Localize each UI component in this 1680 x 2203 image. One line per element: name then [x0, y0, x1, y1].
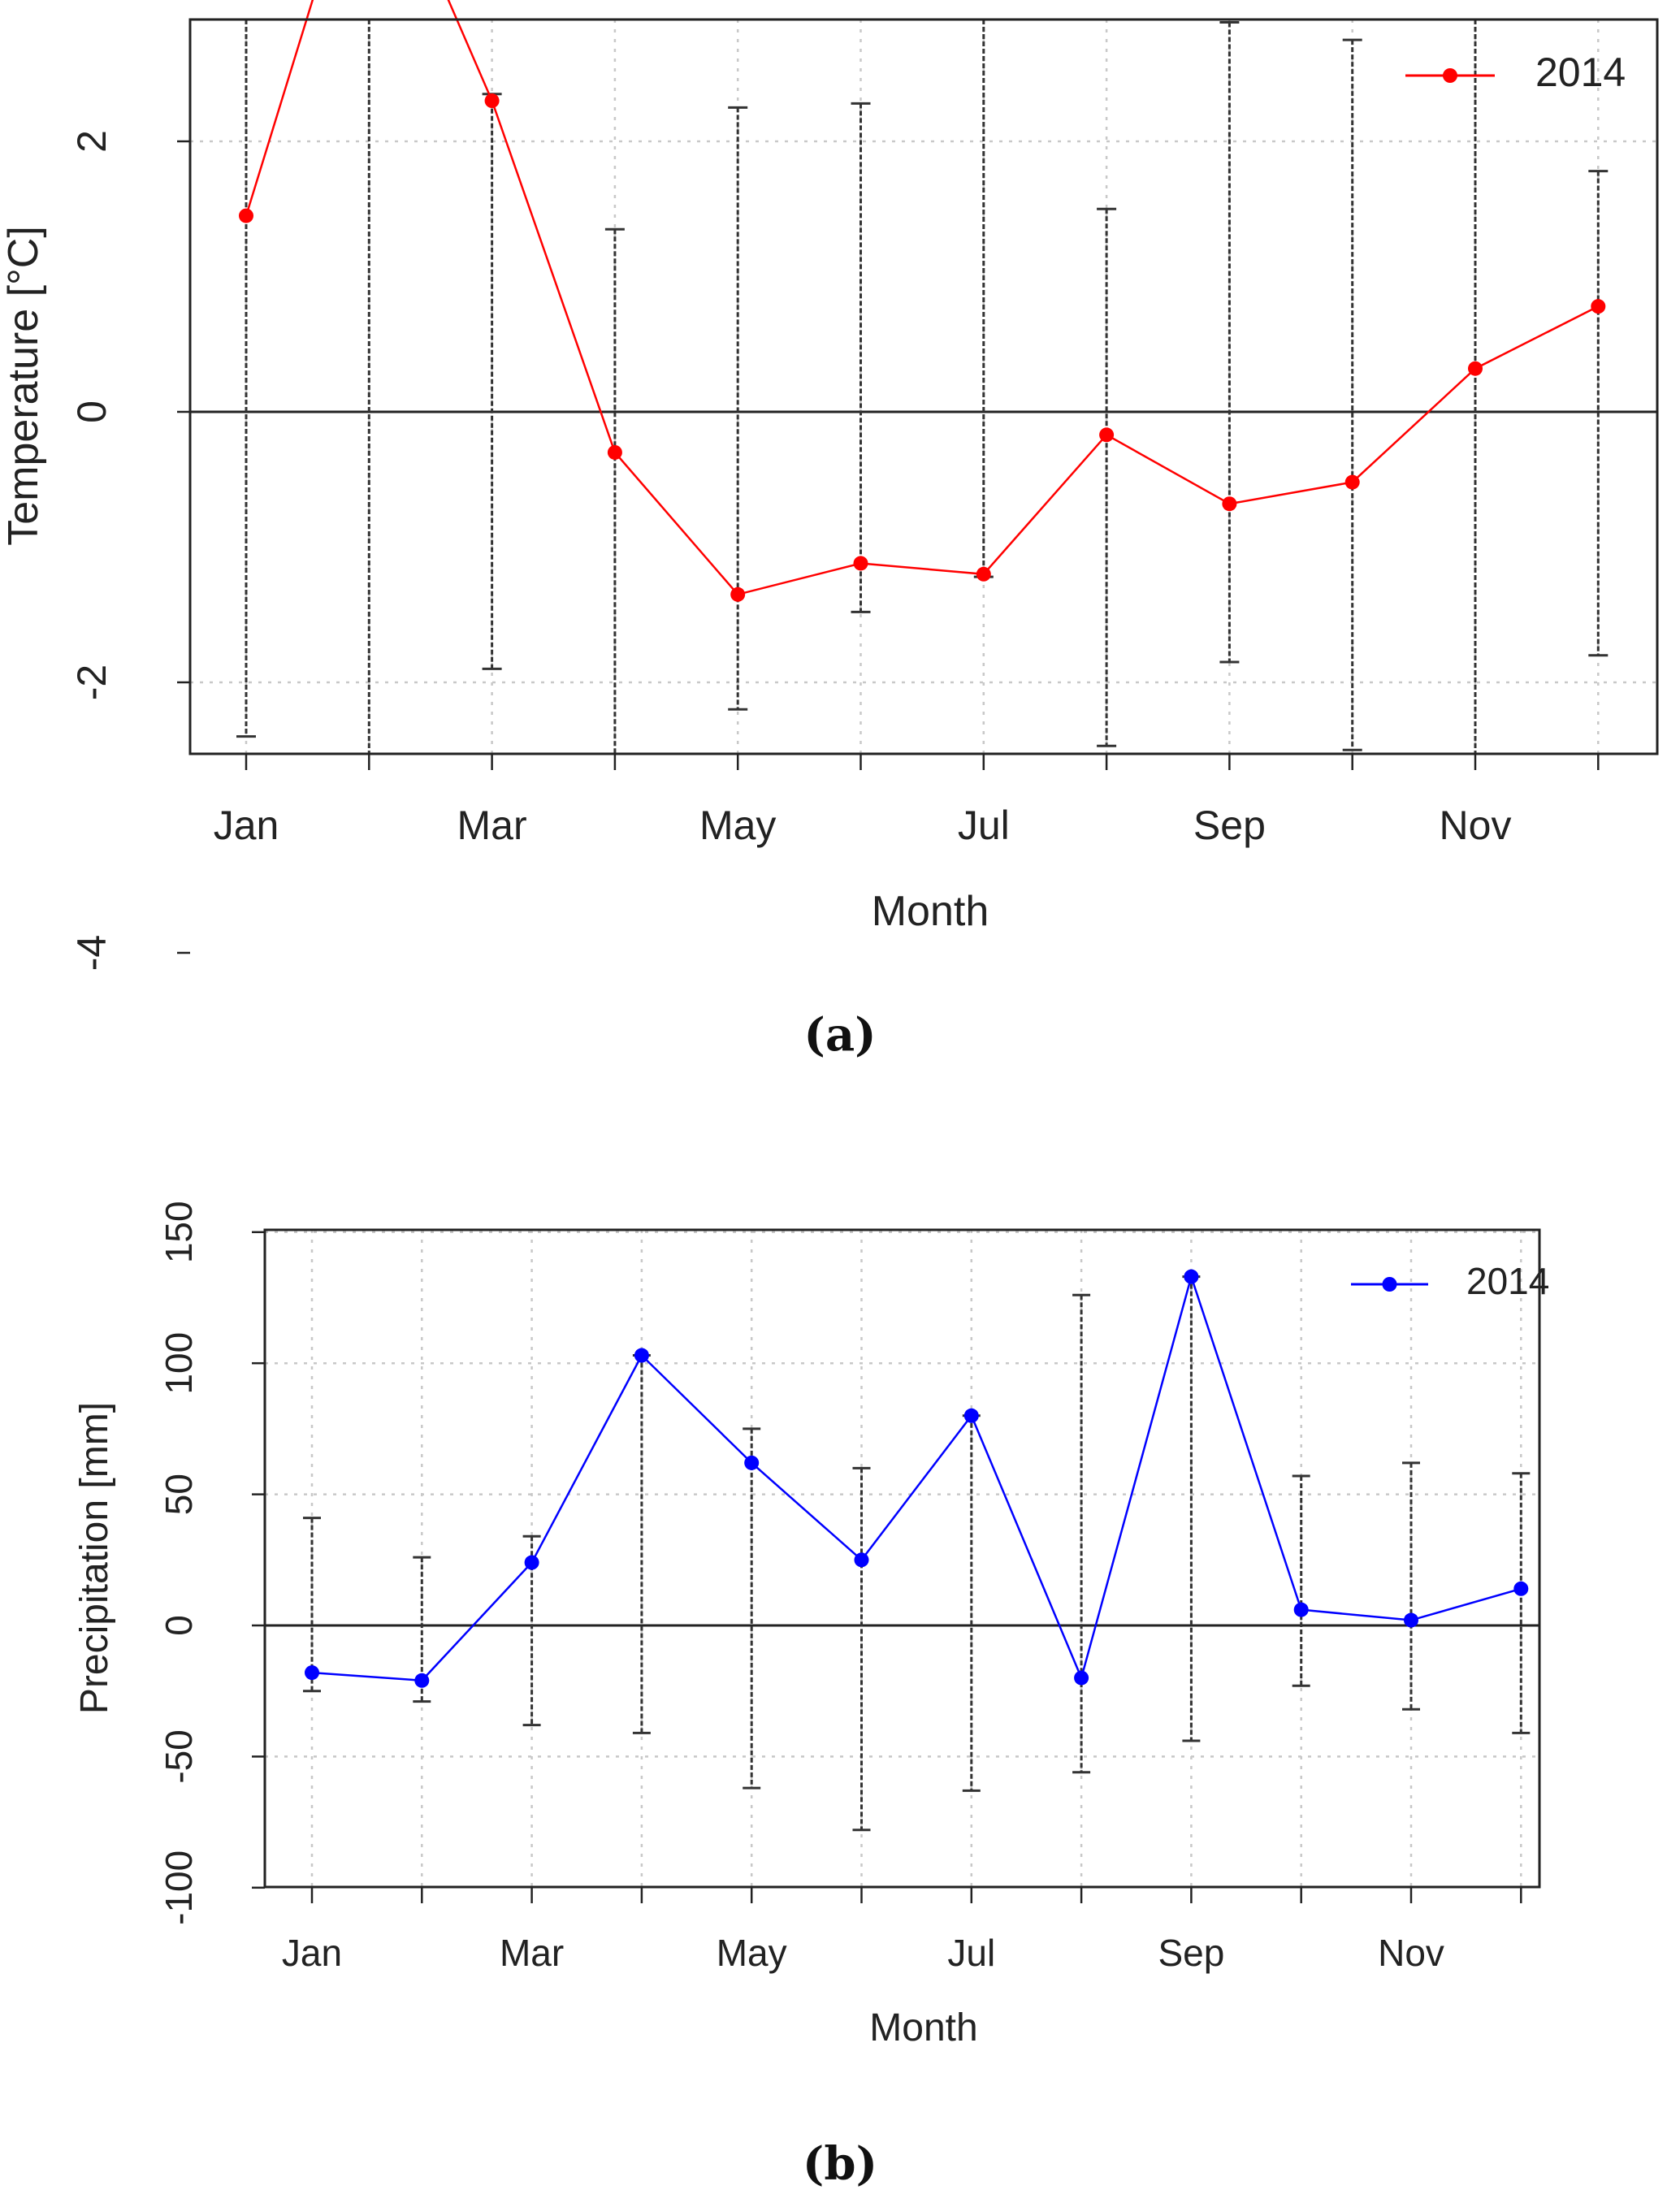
data-point	[853, 556, 868, 571]
x-tick-label: May	[699, 803, 776, 848]
data-point	[607, 444, 622, 460]
data-point	[976, 566, 991, 582]
y-axis-title: Precipitation [mm]	[73, 1402, 116, 1714]
y-tick-label: 50	[158, 1474, 200, 1515]
y-tick-label: -100	[158, 1850, 200, 1925]
data-point	[1293, 1602, 1309, 1617]
x-tick-label: Jul	[958, 803, 1010, 848]
y-tick-label: -50	[158, 1729, 200, 1783]
data-point	[1468, 361, 1483, 376]
y-tick-label: 0	[158, 1615, 200, 1636]
x-tick-label: Jul	[947, 1932, 995, 1974]
data-point	[239, 208, 253, 223]
x-tick-label: Jan	[282, 1932, 342, 1974]
y-axis-title: Temperature [°C]	[0, 226, 47, 546]
panel-caption: (a)	[803, 1008, 876, 1062]
data-point	[963, 1408, 979, 1423]
y-tick-label: -4	[69, 935, 115, 971]
data-point	[1591, 299, 1606, 314]
series-line-2014	[245, 0, 1599, 596]
series-line-2014	[311, 1273, 1522, 1682]
y-tick-label: 100	[158, 1332, 200, 1395]
data-point	[1513, 1581, 1529, 1596]
legend-label: 2014	[1466, 1260, 1549, 1302]
data-point	[1099, 427, 1115, 443]
data-point	[634, 1348, 649, 1363]
x-tick-label: Nov	[1378, 1932, 1444, 1974]
x-axis-title: Month	[872, 888, 989, 935]
data-point	[414, 1673, 430, 1688]
legend-marker	[1443, 68, 1457, 83]
plot-area	[190, 19, 1657, 754]
data-point	[1222, 496, 1237, 512]
plot-area	[265, 1230, 1539, 1887]
x-tick-label: May	[717, 1932, 787, 1974]
y-tick-label: -2	[69, 664, 115, 700]
panel-caption: (b)	[803, 2137, 877, 2191]
data-point	[744, 1455, 760, 1470]
data-point	[1184, 1269, 1199, 1284]
y-tick-label: 150	[158, 1201, 200, 1263]
y-tick-label: 2	[69, 130, 115, 153]
data-point	[1404, 1612, 1418, 1628]
data-point	[484, 93, 500, 109]
data-point	[1074, 1670, 1089, 1686]
data-point	[305, 1665, 319, 1681]
plot-frame	[263, 1228, 1541, 1889]
x-tick-label: Sep	[1158, 1932, 1224, 1974]
data-point	[730, 586, 746, 602]
legend-label: 2014	[1535, 50, 1626, 95]
x-tick-label: Nov	[1440, 803, 1512, 848]
legend-marker	[1382, 1277, 1397, 1292]
data-point	[1344, 474, 1360, 490]
plot-frame	[188, 18, 1659, 755]
x-axis-title: Month	[869, 2006, 977, 2049]
data-point	[854, 1552, 869, 1568]
chart-panel-a: -4-2024JanMarMayJulSepNovMonthTemperatur…	[0, 0, 1659, 1062]
x-tick-label: Mar	[457, 803, 527, 848]
x-tick-label: Sep	[1193, 803, 1266, 848]
y-tick-label: 0	[69, 400, 115, 423]
data-point	[524, 1555, 539, 1570]
x-tick-label: Jan	[214, 803, 279, 848]
x-tick-label: Mar	[500, 1932, 564, 1974]
chart-panel-b: -100 -50 0 50 100 150 Jan Mar May Jul Sep Nov Month P…	[73, 1201, 1549, 2191]
